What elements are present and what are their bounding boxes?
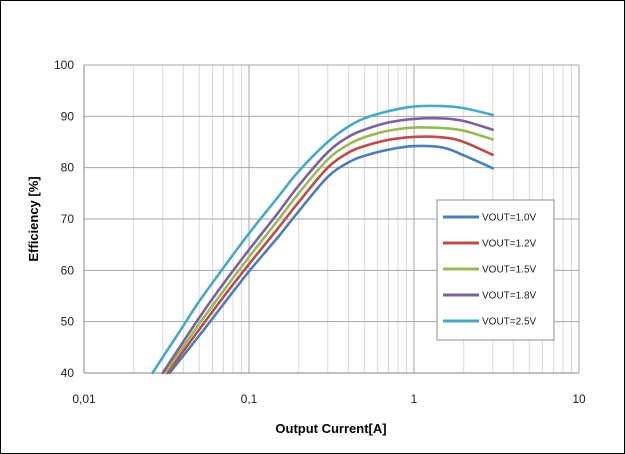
y-tick-label: 70 bbox=[61, 212, 75, 226]
series-line-3 bbox=[163, 126, 494, 375]
y-tick-label: 40 bbox=[61, 366, 75, 380]
series-line-5 bbox=[151, 104, 494, 375]
legend: VOUT=1.0V VOUT=1.2V VOUT=1.5V VOUT=1.8V VOUT… bbox=[436, 199, 555, 341]
series-layer bbox=[151, 104, 494, 375]
y-axis-title: Efficiency [%] bbox=[26, 176, 41, 261]
legend-label: VOUT=2.5V bbox=[482, 317, 537, 328]
series-line-4 bbox=[161, 116, 494, 375]
x-tick-label: 10 bbox=[572, 392, 586, 406]
series-line-2 bbox=[166, 135, 494, 375]
x-tick-label: 0,01 bbox=[72, 392, 96, 406]
x-tick-label: 0,1 bbox=[241, 392, 258, 406]
y-tick-label: 60 bbox=[61, 263, 75, 277]
legend-label: VOUT=1.5V bbox=[482, 265, 537, 276]
legend-label: VOUT=1.2V bbox=[482, 239, 537, 250]
legend-label: VOUT=1.8V bbox=[482, 291, 537, 302]
y-tick-label: 100 bbox=[54, 58, 74, 72]
tick-labels: 0,01 0,1 1 10 40 50 60 70 80 90 100 bbox=[54, 58, 586, 406]
y-tick-label: 90 bbox=[61, 109, 75, 123]
legend-label: VOUT=1.0V bbox=[482, 213, 537, 224]
y-tick-label: 50 bbox=[61, 315, 75, 329]
y-tick-label: 80 bbox=[61, 161, 75, 175]
series-line-1 bbox=[168, 144, 494, 375]
x-tick-label: 1 bbox=[411, 392, 418, 406]
x-axis-title: Output Current[A] bbox=[275, 421, 386, 436]
